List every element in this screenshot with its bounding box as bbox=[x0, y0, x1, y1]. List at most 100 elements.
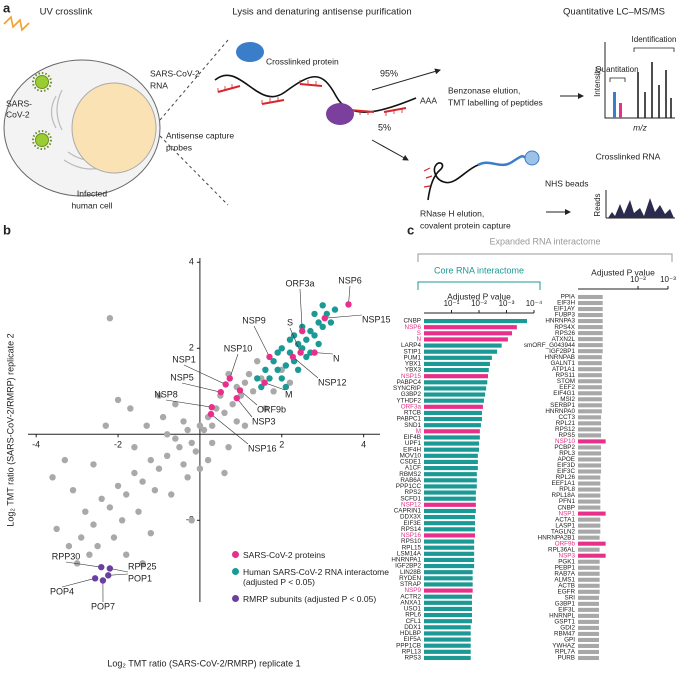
arrow bbox=[371, 139, 409, 161]
capture-probe bbox=[217, 83, 407, 113]
bar bbox=[578, 427, 602, 432]
point bbox=[233, 418, 240, 425]
bar bbox=[424, 655, 471, 661]
bar bbox=[424, 619, 472, 624]
point bbox=[155, 392, 163, 399]
bar bbox=[578, 493, 601, 498]
point bbox=[94, 542, 101, 550]
leader-line bbox=[183, 364, 226, 385]
label: probes bbox=[166, 142, 192, 152]
bar bbox=[424, 429, 480, 434]
category-label: N bbox=[416, 336, 421, 343]
virus-spikes bbox=[32, 130, 52, 150]
category-label: MSI2 bbox=[560, 396, 575, 403]
leader-line bbox=[108, 573, 129, 576]
point-label: RPP30 bbox=[52, 551, 81, 561]
leader-line bbox=[324, 314, 363, 319]
category-label: CFL1 bbox=[406, 618, 422, 625]
point bbox=[73, 560, 81, 567]
bar bbox=[578, 475, 601, 480]
point bbox=[226, 375, 233, 382]
x-tick-label: -2 bbox=[114, 440, 122, 450]
bar bbox=[578, 331, 603, 336]
bar bbox=[424, 386, 487, 391]
point bbox=[90, 461, 97, 468]
bracket-expanded bbox=[417, 253, 673, 262]
bar bbox=[578, 505, 601, 510]
bar bbox=[578, 583, 600, 588]
point bbox=[311, 349, 318, 356]
category-label: RPS5 bbox=[559, 432, 576, 439]
point bbox=[131, 444, 138, 451]
label: Reads bbox=[593, 193, 602, 216]
point bbox=[331, 306, 339, 313]
point bbox=[69, 487, 77, 494]
bar bbox=[578, 481, 601, 486]
y-tick-label: 2 bbox=[189, 343, 194, 353]
bracket bbox=[609, 77, 626, 82]
point bbox=[266, 375, 273, 382]
category-label: PABPC4 bbox=[397, 379, 422, 386]
leader-line bbox=[165, 399, 212, 408]
point bbox=[135, 508, 142, 515]
bar bbox=[424, 649, 471, 654]
point bbox=[114, 396, 122, 404]
category-label: ORF9b bbox=[555, 540, 576, 547]
point bbox=[278, 345, 285, 352]
point bbox=[282, 383, 290, 391]
category-label: STRAP bbox=[400, 581, 421, 588]
category-label: YWHAZ bbox=[552, 643, 575, 650]
bar bbox=[578, 655, 599, 661]
label: Crosslinked RNA bbox=[596, 151, 661, 161]
category-label: STIP1 bbox=[404, 348, 422, 355]
category-label: PPP1CB bbox=[396, 642, 421, 649]
point bbox=[299, 327, 306, 335]
category-label: GSPT1 bbox=[554, 619, 575, 626]
point bbox=[98, 495, 105, 502]
bar bbox=[424, 576, 473, 581]
point-label: ORF3a bbox=[285, 278, 314, 288]
point bbox=[303, 353, 310, 361]
category-label: EEF2 bbox=[559, 384, 575, 391]
point bbox=[204, 456, 212, 464]
category-label: NSP16 bbox=[401, 532, 421, 539]
point bbox=[176, 444, 183, 451]
point-label: NSP16 bbox=[248, 443, 277, 453]
bar bbox=[578, 541, 606, 546]
point bbox=[311, 310, 318, 318]
bar bbox=[578, 409, 602, 414]
category-label: UPF1 bbox=[405, 440, 422, 447]
category-label: YBX3 bbox=[405, 367, 422, 374]
label: m/z bbox=[633, 122, 647, 132]
virus bbox=[35, 75, 49, 89]
bar bbox=[578, 313, 603, 318]
x-tick-label: 10⁻² bbox=[471, 299, 487, 308]
bar bbox=[424, 594, 472, 599]
label: RNase H elution, bbox=[420, 208, 484, 218]
label: AAA bbox=[420, 95, 437, 105]
category-label: EGFR bbox=[558, 588, 576, 595]
point-label: NSP10 bbox=[224, 343, 253, 353]
crosslinked-protein bbox=[236, 42, 264, 62]
bar bbox=[578, 294, 603, 300]
crosslinked-rna-fragment bbox=[427, 162, 479, 201]
leader-line bbox=[65, 561, 102, 568]
point bbox=[139, 478, 146, 485]
category-label: RPL3 bbox=[559, 450, 575, 457]
bar bbox=[578, 300, 603, 306]
zoom-line bbox=[159, 135, 229, 206]
label: Identification bbox=[632, 35, 677, 44]
bar bbox=[578, 529, 601, 534]
bar bbox=[578, 589, 600, 594]
bar bbox=[578, 637, 599, 642]
point bbox=[217, 388, 224, 396]
point bbox=[114, 482, 122, 490]
point bbox=[236, 387, 244, 394]
ms-peak bbox=[637, 62, 672, 118]
bar bbox=[424, 570, 473, 575]
bar bbox=[578, 601, 599, 606]
point bbox=[163, 452, 171, 459]
point bbox=[98, 563, 105, 571]
